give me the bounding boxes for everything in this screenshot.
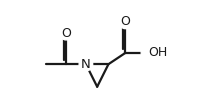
Circle shape [79,57,93,71]
Circle shape [59,26,73,40]
Text: OH: OH [148,46,167,59]
Circle shape [141,46,155,60]
Text: O: O [120,15,130,28]
Text: O: O [61,27,71,40]
Text: N: N [81,58,91,71]
Circle shape [119,15,132,29]
